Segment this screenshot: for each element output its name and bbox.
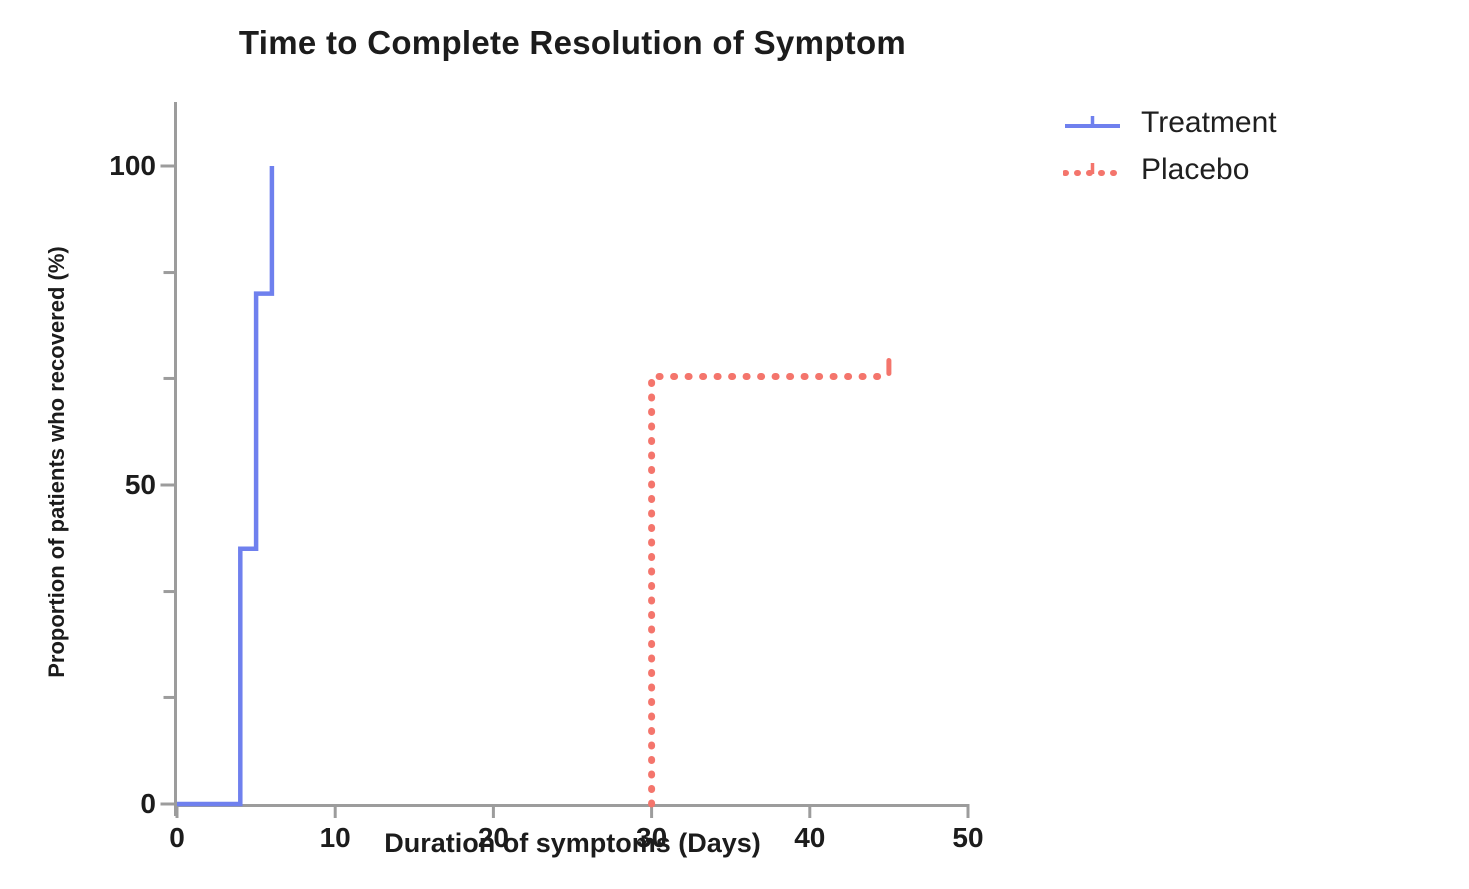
chart-title: Time to Complete Resolution of Symptom — [238, 24, 907, 61]
y-tick-label: 50 — [124, 469, 156, 500]
y-tick-label: 0 — [140, 788, 156, 819]
x-tick-label: 30 — [636, 822, 668, 853]
legend-label-treatment: Treatment — [1141, 106, 1277, 139]
series-line-placebo — [648, 373, 893, 808]
legend: Treatment Placebo — [1063, 106, 1277, 200]
x-tick-label: 10 — [319, 822, 351, 853]
x-tick-label: 0 — [169, 822, 185, 853]
x-tick-label: 50 — [952, 822, 984, 853]
legend-item-placebo: Placebo — [1063, 153, 1277, 187]
x-axis-label: Duration of symptoms (Days) — [384, 828, 761, 858]
y-tick-label: 100 — [109, 150, 156, 181]
legend-marker-treatment-icon — [1065, 116, 1120, 128]
x-tick-label: 20 — [477, 822, 509, 853]
y-axis-label: Proportion of patients who recovered (%) — [44, 246, 69, 678]
x-tick-label: 40 — [794, 822, 826, 853]
legend-label-placebo: Placebo — [1141, 153, 1250, 186]
series-line-treatment — [177, 166, 275, 807]
legend-marker-placebo-icon — [1063, 163, 1123, 176]
legend-item-treatment: Treatment — [1063, 106, 1277, 140]
